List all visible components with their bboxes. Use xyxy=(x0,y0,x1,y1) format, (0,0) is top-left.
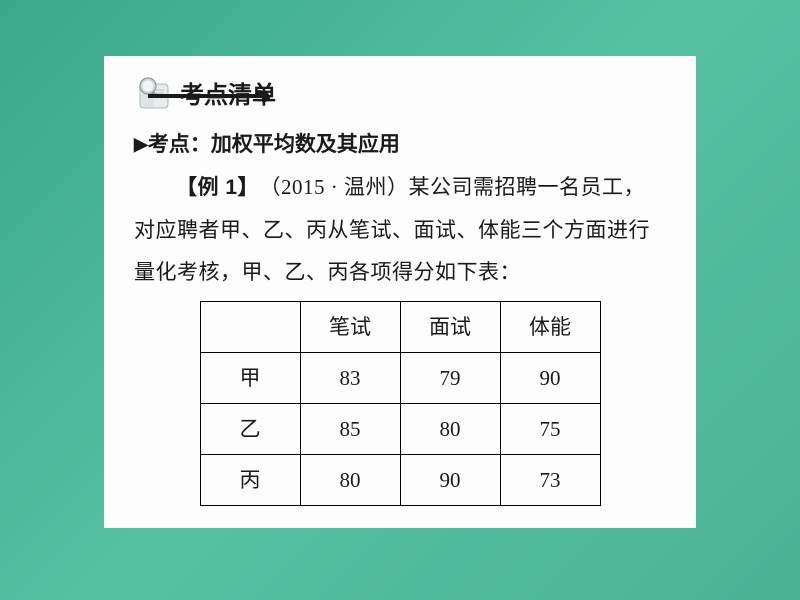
example-paragraph: 【例 1】 （2015 · 温州）某公司需招聘一名员工，对应聘者甲、乙、丙从笔试… xyxy=(134,166,666,293)
table-cell: 75 xyxy=(500,404,600,455)
content-block: ▶考点：加权平均数及其应用 【例 1】 （2015 · 温州）某公司需招聘一名员… xyxy=(134,124,666,506)
table-cell: 83 xyxy=(300,353,400,404)
table-header-cell: 面试 xyxy=(400,302,500,353)
table-cell: 80 xyxy=(300,455,400,506)
table-cell: 79 xyxy=(400,353,500,404)
table-row: 丙 80 90 73 xyxy=(200,455,600,506)
example-label: 【例 1】 xyxy=(176,176,249,199)
point-label: 考点 xyxy=(148,133,190,156)
table-cell: 80 xyxy=(400,404,500,455)
table-row: 甲 83 79 90 xyxy=(200,353,600,404)
table-header-cell xyxy=(200,302,300,353)
example-source: （2015 · 温州） xyxy=(270,175,409,199)
header-underline xyxy=(148,90,278,104)
table-header-cell: 笔试 xyxy=(300,302,400,353)
table-cell: 甲 xyxy=(200,353,300,404)
key-point-line: ▶考点：加权平均数及其应用 xyxy=(134,124,666,166)
table-cell: 90 xyxy=(400,455,500,506)
document-paper: 考点清单 ▶考点：加权平均数及其应用 【例 1】 （2015 · 温州）某公司需… xyxy=(104,56,696,528)
table-cell: 90 xyxy=(500,353,600,404)
table-header-row: 笔试 面试 体能 xyxy=(200,302,600,353)
point-text: 加权平均数及其应用 xyxy=(211,133,400,156)
table-row: 乙 85 80 75 xyxy=(200,404,600,455)
table-cell: 丙 xyxy=(200,455,300,506)
table-cell: 乙 xyxy=(200,404,300,455)
table-cell: 85 xyxy=(300,404,400,455)
point-colon: ： xyxy=(190,133,211,156)
triangle-marker: ▶ xyxy=(134,126,148,162)
score-table: 笔试 面试 体能 甲 83 79 90 乙 85 80 75 丙 80 90 7… xyxy=(200,301,601,506)
table-cell: 73 xyxy=(500,455,600,506)
table-header-cell: 体能 xyxy=(500,302,600,353)
